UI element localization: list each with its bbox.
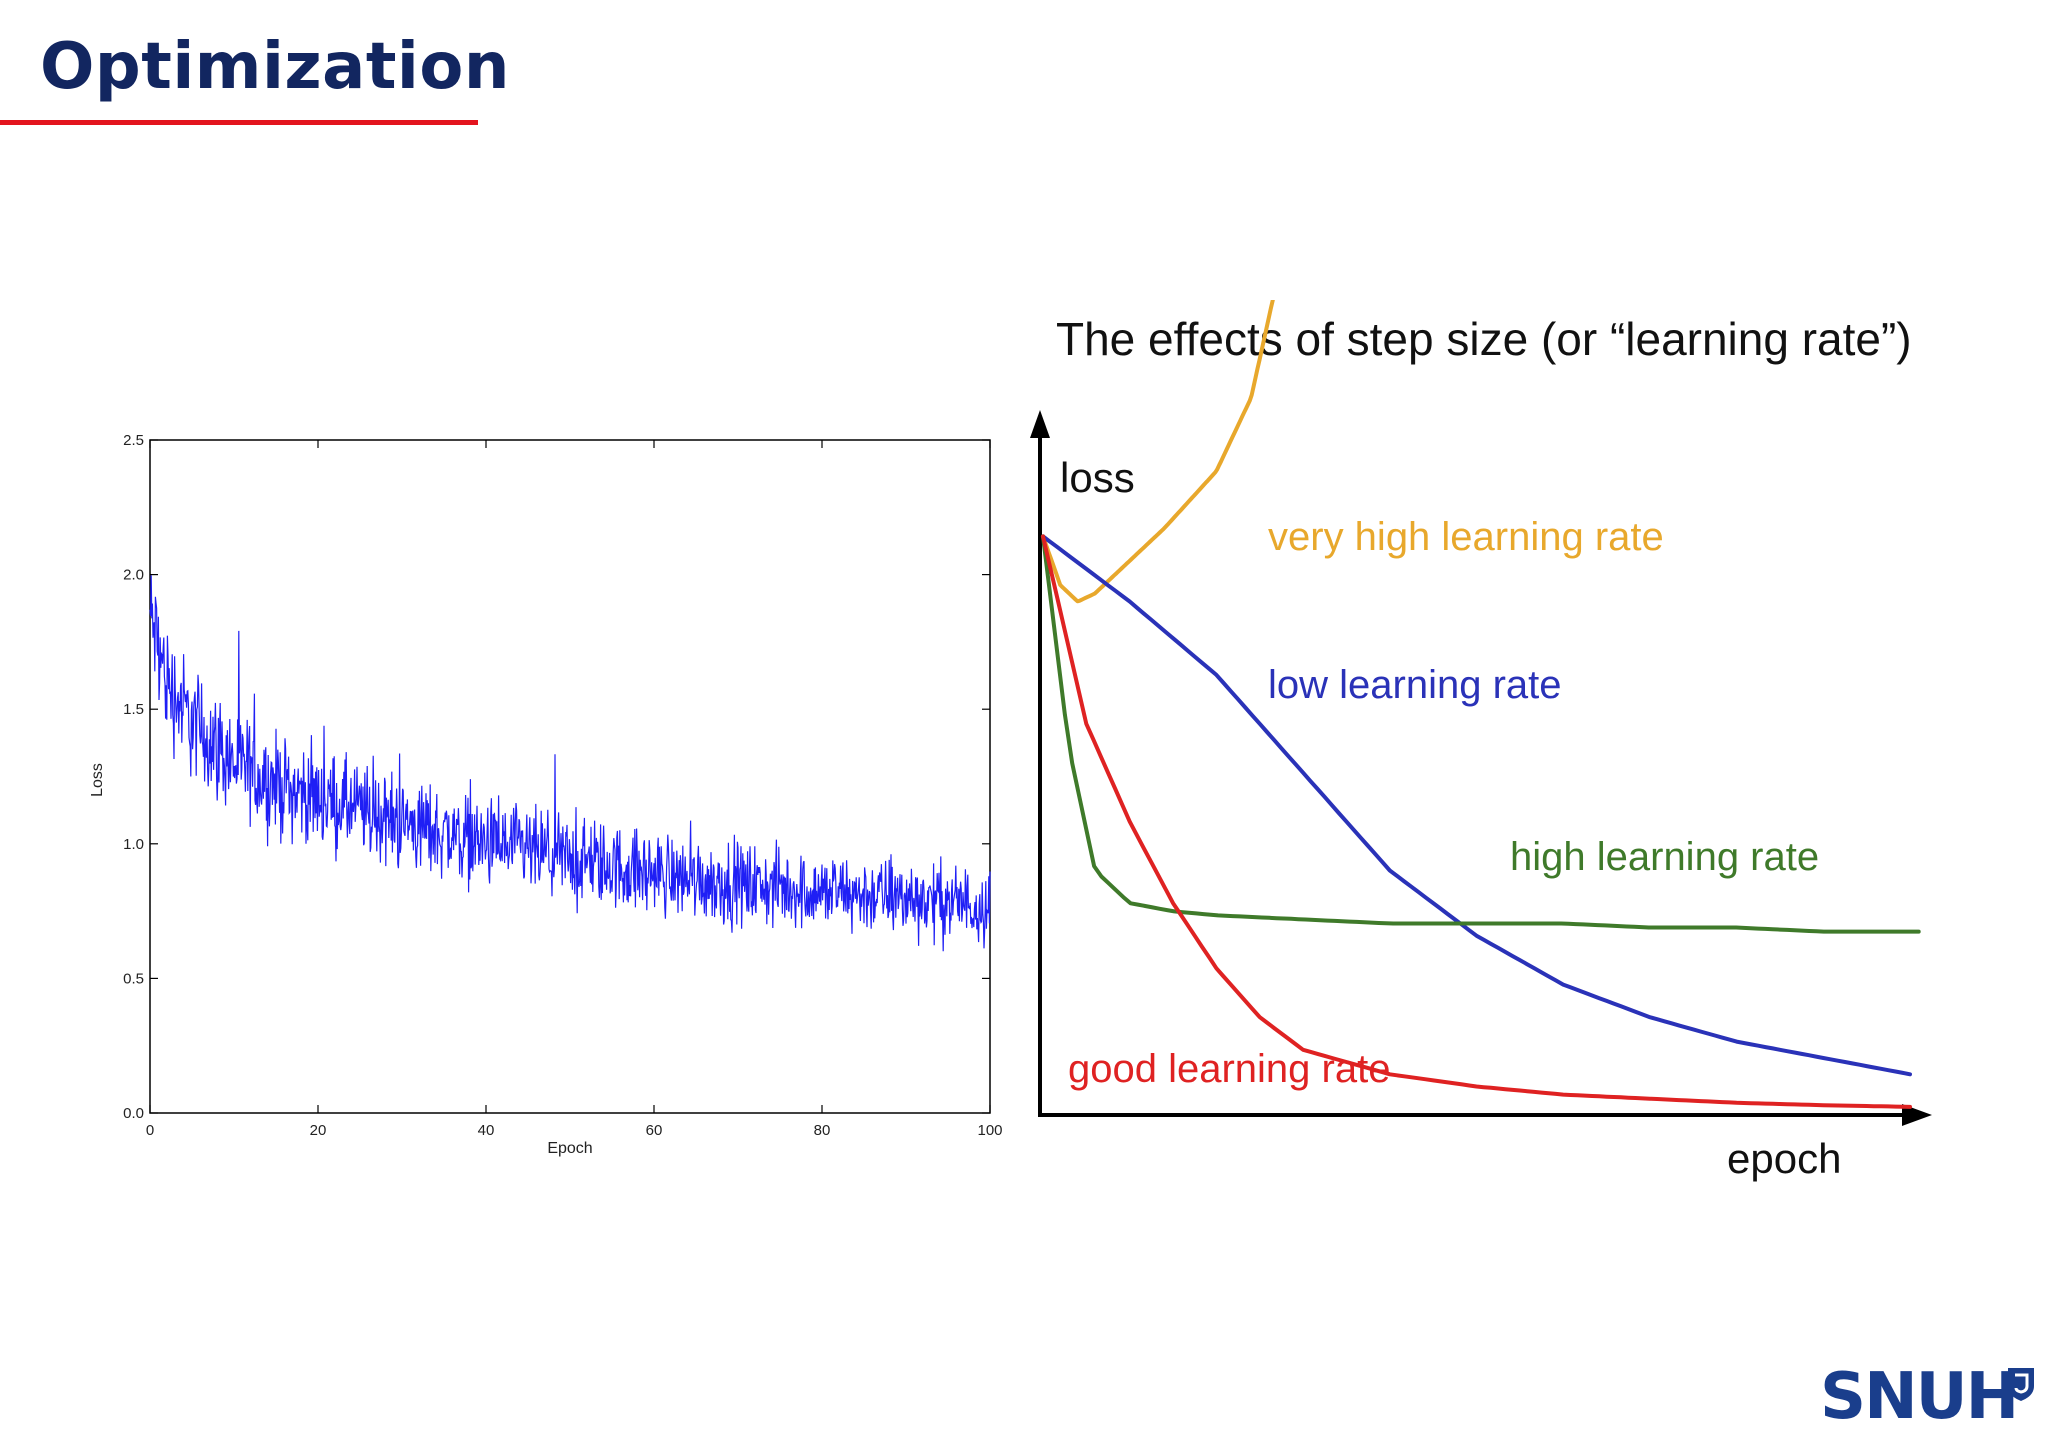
high-lr-label: high learning rate [1510, 835, 1819, 879]
title-underline [0, 120, 478, 125]
low-lr-label: low learning rate [1268, 663, 1562, 707]
y-tick-label: 1.0 [123, 836, 144, 853]
very-high-lr-curve [1041, 300, 1275, 604]
y-axis-label: Loss [89, 763, 106, 797]
axis-ticks: 0 20 40 60 80 100 0.0 0.5 1.0 1.5 2.0 2.5 [123, 432, 1002, 1139]
loss-line [149, 575, 991, 952]
x-tick-label: 20 [310, 1122, 327, 1139]
x-tick-label: 100 [977, 1122, 1002, 1139]
good-lr-label: good learning rate [1068, 1047, 1390, 1091]
y-tick-label: 2.0 [123, 567, 144, 584]
logo-text: SNUH [1820, 1360, 2019, 1434]
x-tick-label: 40 [478, 1122, 495, 1139]
loss-axis-label: loss [1060, 454, 1135, 501]
plot-frame [149, 439, 991, 1114]
learning-rate-chart-title: The effects of step size (or “learning r… [1056, 313, 1912, 365]
x-tick-label: 0 [146, 1122, 154, 1139]
y-tick-label: 0.0 [123, 1105, 144, 1122]
learning-rate-chart: loss epoch very high learning rate low le… [1030, 300, 1932, 1182]
x-tick-label: 60 [646, 1122, 663, 1139]
high-lr-curve [1041, 534, 1921, 934]
learning-rate-series [1041, 300, 1921, 1109]
y-tick-label: 1.5 [123, 701, 144, 718]
series-labels: very high learning rate low learning rate… [1068, 515, 1819, 1091]
snuh-logo: SNUH [1820, 1362, 2040, 1432]
shield-emblem-icon [2008, 1368, 2034, 1401]
x-axis-label: Epoch [547, 1140, 592, 1157]
y-axis-arrow [1030, 410, 1050, 438]
epoch-axis-label: epoch [1727, 1135, 1841, 1182]
noisy-loss-series [149, 575, 991, 952]
very-high-lr-label: very high learning rate [1268, 515, 1664, 559]
low-lr-curve [1041, 534, 1912, 1077]
good-lr-curve [1041, 534, 1912, 1109]
loss-epoch-chart: 0 20 40 60 80 100 0.0 0.5 1.0 1.5 2.0 2.5 Epoch Los… [89, 432, 1003, 1157]
y-tick-label: 2.5 [123, 432, 144, 449]
x-axis-arrow [1902, 1104, 1932, 1126]
y-tick-label: 0.5 [123, 970, 144, 987]
x-tick-label: 80 [814, 1122, 831, 1139]
slide-title: Optimization [40, 30, 510, 104]
